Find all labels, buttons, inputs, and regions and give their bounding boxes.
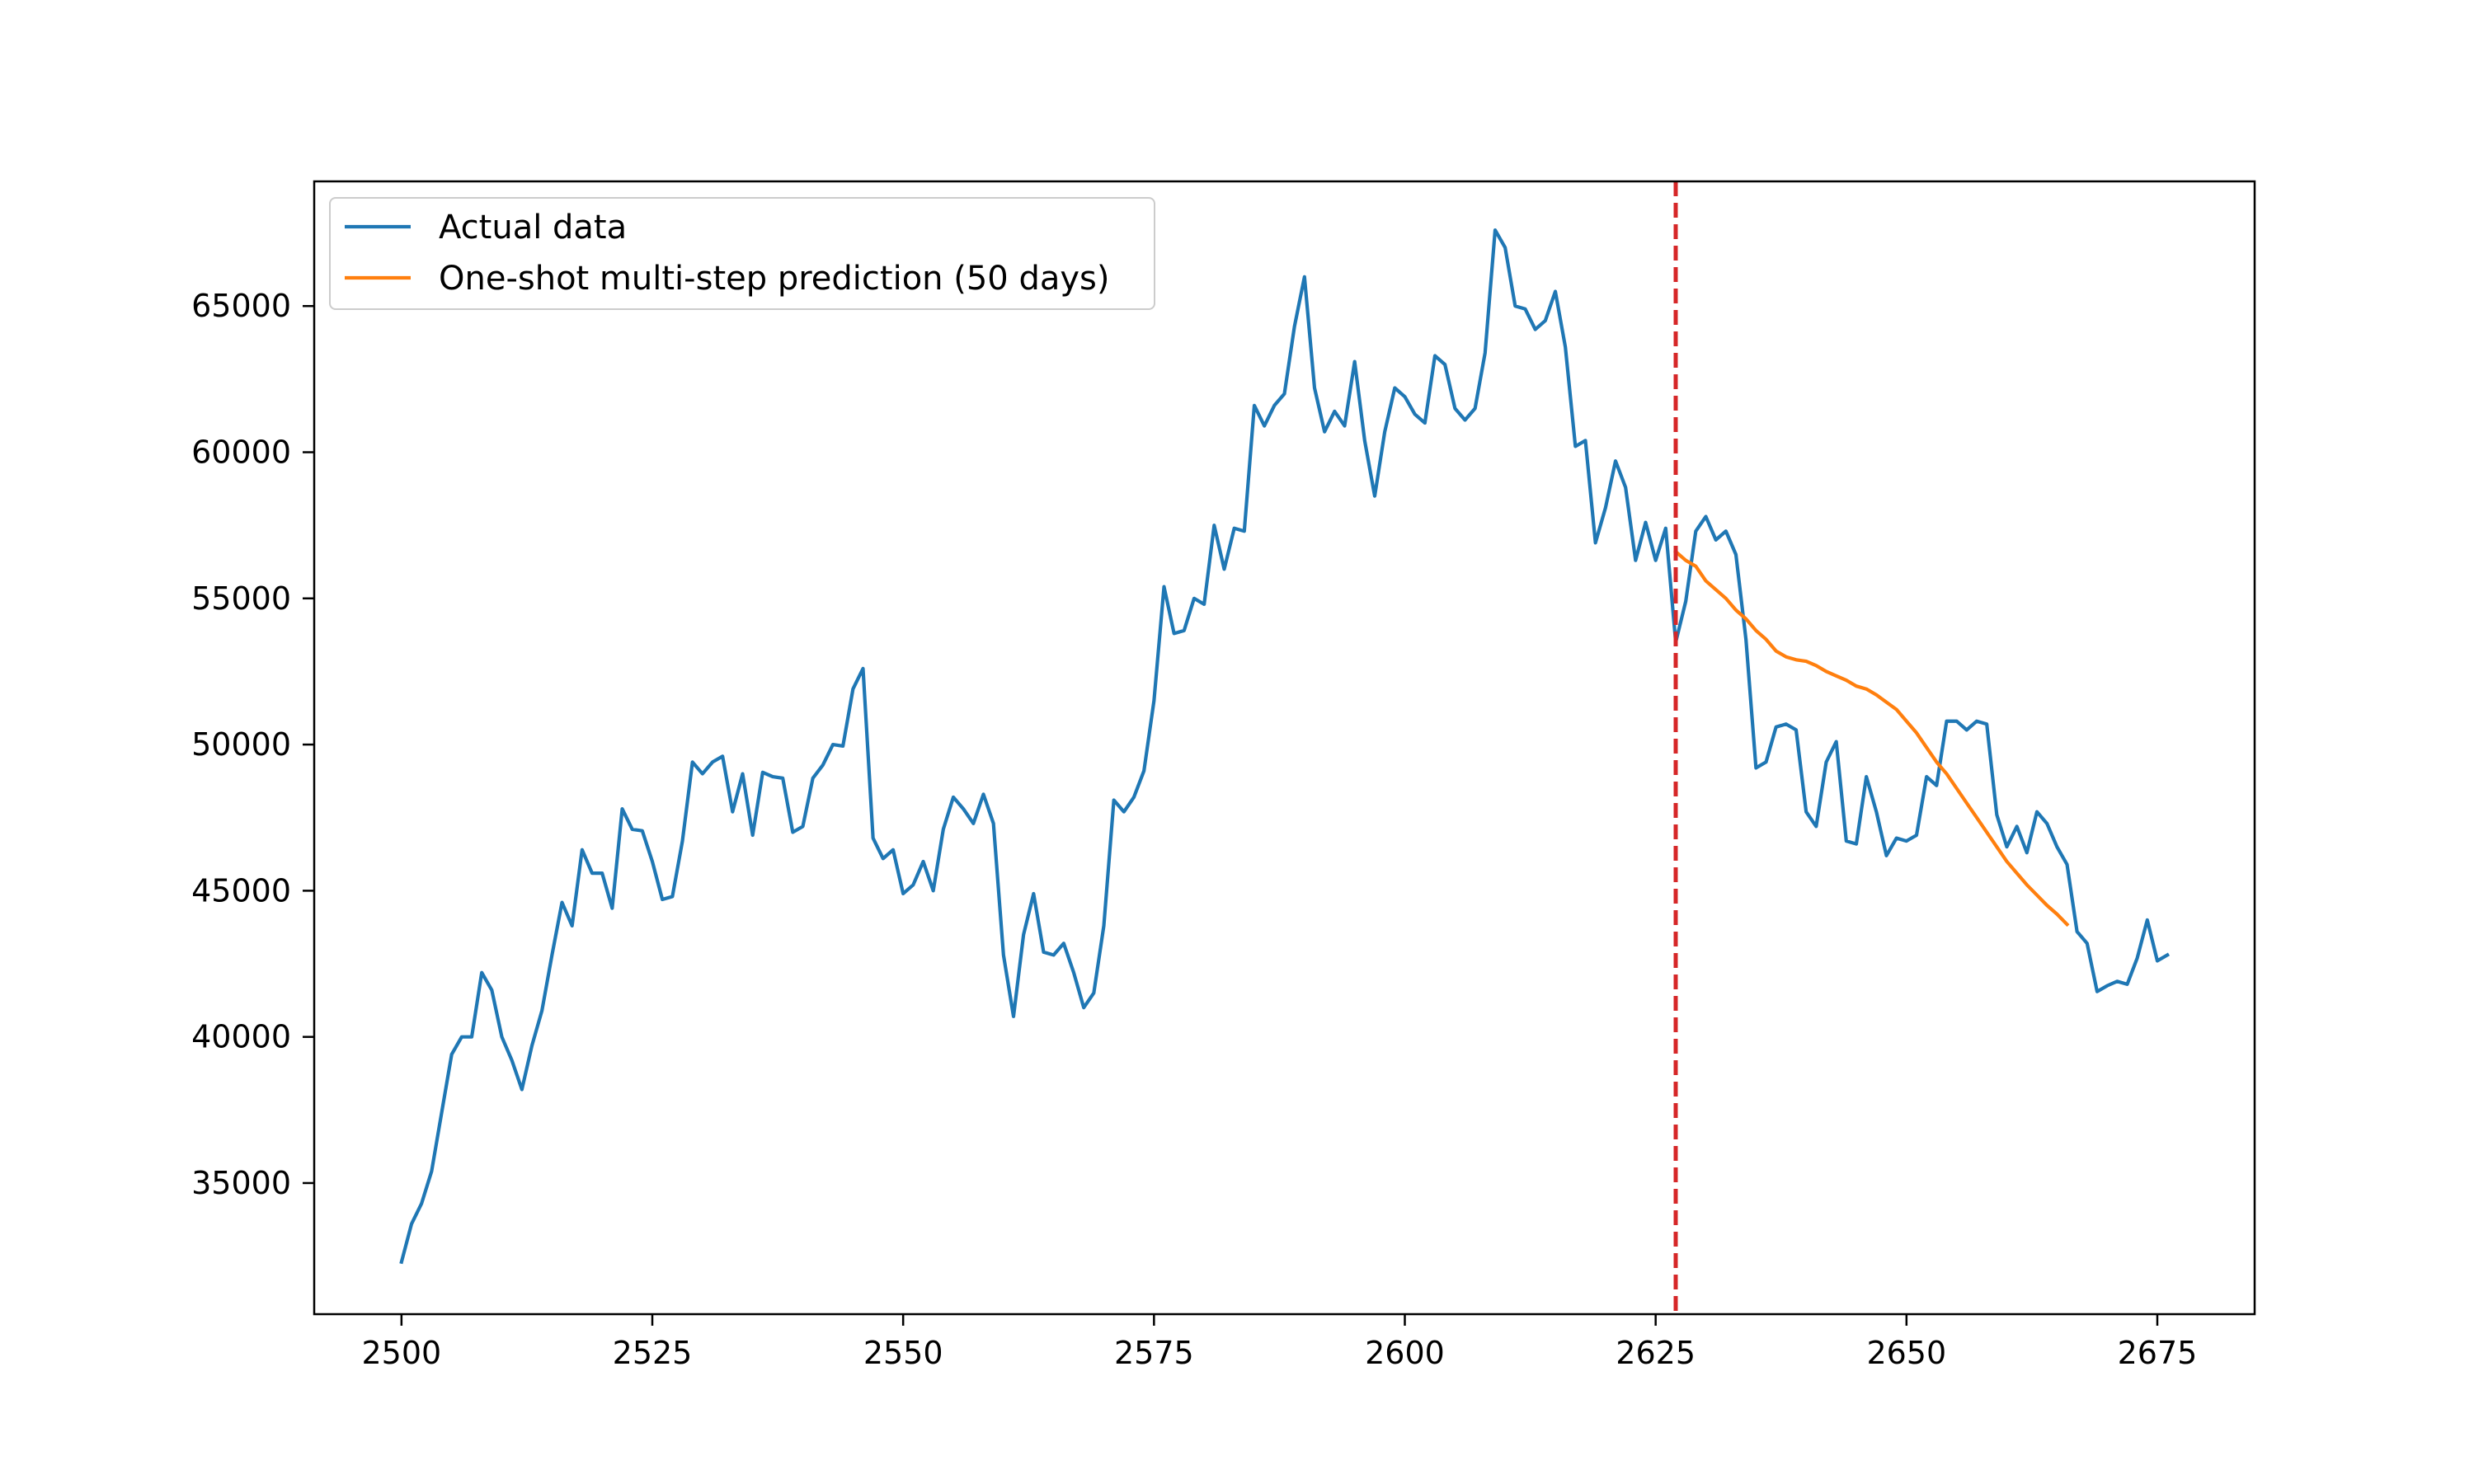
legend: Actual data One-shot multi-step predictio…: [329, 197, 1155, 310]
y-tick-label: 55000: [191, 580, 291, 617]
x-tick-label: 2675: [2118, 1335, 2198, 1371]
series-line-actual-data: [399, 228, 2171, 1265]
x-tick-label: 2650: [1866, 1335, 1946, 1371]
x-tick-label: 2600: [1365, 1335, 1445, 1371]
legend-box: [329, 197, 1155, 310]
x-tick-label: 2500: [361, 1335, 441, 1371]
x-tick-label: 2625: [1616, 1335, 1696, 1371]
series-line-prediction: [1673, 549, 2070, 928]
y-tick-label: 65000: [191, 288, 291, 324]
y-tick-label: 45000: [191, 872, 291, 909]
x-tick-label: 2575: [1114, 1335, 1194, 1371]
axes: 2500 2525 2550 2575 2600 2625 2650 2675 35000 400…: [191, 180, 2256, 1371]
x-tick-label: 2525: [613, 1335, 693, 1371]
legend-label: One-shot multi-step prediction (50 days): [439, 260, 1109, 298]
y-tick-label: 60000: [191, 434, 291, 471]
y-tick-label: 50000: [191, 726, 291, 763]
y-tick-label: 40000: [191, 1019, 291, 1055]
legend-label: Actual data: [439, 209, 627, 247]
x-tick-label: 2550: [863, 1335, 943, 1371]
axes-frame: [313, 180, 2256, 1316]
plot-area: [399, 181, 2171, 1314]
y-tick-label: 35000: [191, 1165, 291, 1201]
